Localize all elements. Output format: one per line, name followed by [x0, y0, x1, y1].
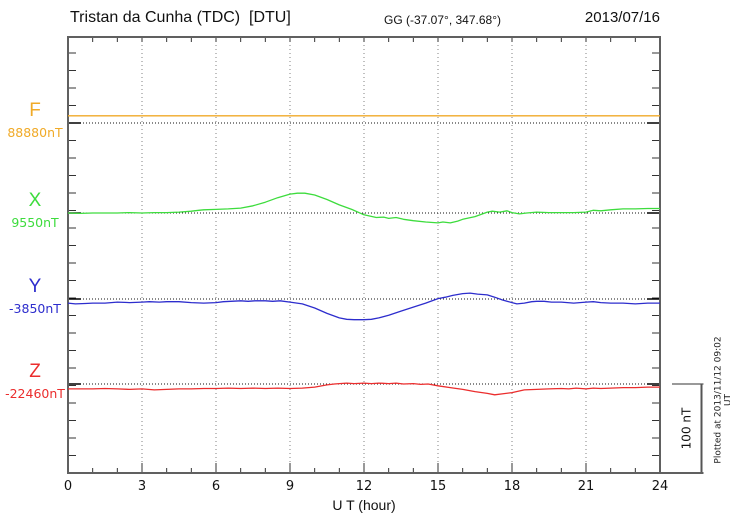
plotted-at-note: Plotted at 2013/11/12 09:02 UT: [713, 336, 730, 464]
trace-Z: [68, 382, 660, 396]
channel-baseline-X: 9550nT: [11, 215, 59, 230]
x-tick-label-21: 21: [577, 479, 595, 494]
channel-letter-X: X: [28, 190, 42, 211]
x-tick-label-6: 6: [211, 479, 221, 494]
x-tick-label-24: 24: [651, 479, 669, 494]
channel-baseline-Y: -3850nT: [9, 301, 61, 316]
x-tick-label-15: 15: [429, 479, 447, 494]
trace-Y: [67, 292, 660, 321]
x-tick-label-18: 18: [503, 479, 521, 494]
channel-baseline-Z: -22460nT: [5, 386, 65, 401]
channel-letter-F: F: [29, 100, 41, 121]
ut-axis-label: U T (hour): [332, 497, 396, 513]
scale-bar-label: 100 nT: [679, 407, 694, 450]
x-tick-label-0: 0: [63, 479, 73, 494]
channel-baseline-F: 88880nT: [7, 125, 63, 140]
x-tick-label-9: 9: [285, 479, 295, 494]
gg-coordinates: GG (-37.07°, 347.68°): [384, 13, 501, 27]
channel-letter-Z: Z: [29, 361, 41, 382]
station-title: Tristan da Cunha (TDC) [DTU]: [70, 9, 291, 26]
plot-date: 2013/07/16: [584, 9, 660, 26]
x-tick-label-3: 3: [137, 479, 147, 494]
trace-X: [67, 192, 660, 224]
x-tick-label-12: 12: [355, 479, 373, 494]
plot-frame: [67, 36, 661, 474]
channel-letter-Y: Y: [28, 276, 42, 297]
